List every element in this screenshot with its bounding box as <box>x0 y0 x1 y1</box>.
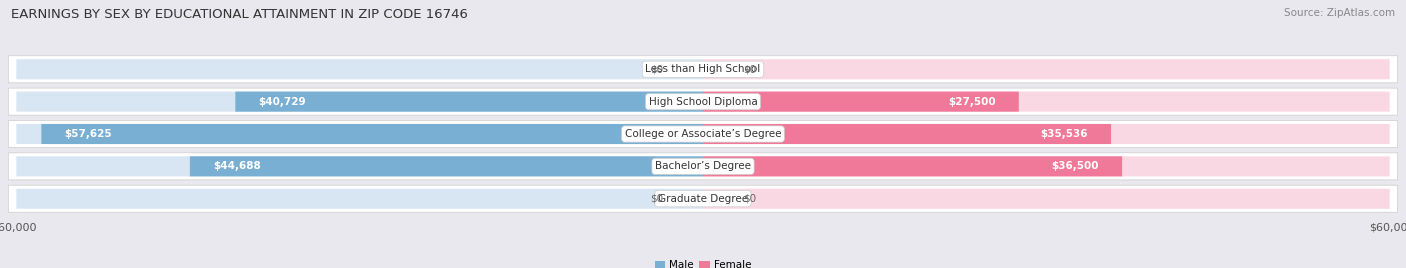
FancyBboxPatch shape <box>17 124 703 144</box>
FancyBboxPatch shape <box>703 189 1389 209</box>
FancyBboxPatch shape <box>703 124 1389 144</box>
FancyBboxPatch shape <box>17 189 703 209</box>
FancyBboxPatch shape <box>703 124 1111 144</box>
FancyBboxPatch shape <box>8 185 1398 212</box>
Text: College or Associate’s Degree: College or Associate’s Degree <box>624 129 782 139</box>
Text: High School Diploma: High School Diploma <box>648 97 758 107</box>
Text: $35,536: $35,536 <box>1040 129 1088 139</box>
FancyBboxPatch shape <box>8 153 1398 180</box>
FancyBboxPatch shape <box>703 59 1389 79</box>
FancyBboxPatch shape <box>703 92 1019 112</box>
FancyBboxPatch shape <box>703 92 1389 112</box>
FancyBboxPatch shape <box>703 156 1122 176</box>
Text: $0: $0 <box>744 64 756 74</box>
FancyBboxPatch shape <box>8 56 1398 83</box>
Text: $44,688: $44,688 <box>212 161 260 171</box>
FancyBboxPatch shape <box>703 156 1389 176</box>
FancyBboxPatch shape <box>190 156 703 176</box>
Text: $27,500: $27,500 <box>948 97 995 107</box>
FancyBboxPatch shape <box>41 124 703 144</box>
Text: Graduate Degree: Graduate Degree <box>658 194 748 204</box>
Text: $36,500: $36,500 <box>1052 161 1099 171</box>
FancyBboxPatch shape <box>235 92 703 112</box>
Text: $40,729: $40,729 <box>259 97 307 107</box>
Text: $0: $0 <box>650 64 662 74</box>
FancyBboxPatch shape <box>17 59 703 79</box>
Text: EARNINGS BY SEX BY EDUCATIONAL ATTAINMENT IN ZIP CODE 16746: EARNINGS BY SEX BY EDUCATIONAL ATTAINMEN… <box>11 8 468 21</box>
Legend: Male, Female: Male, Female <box>651 256 755 268</box>
FancyBboxPatch shape <box>8 88 1398 115</box>
Text: Less than High School: Less than High School <box>645 64 761 74</box>
Text: Source: ZipAtlas.com: Source: ZipAtlas.com <box>1284 8 1395 18</box>
FancyBboxPatch shape <box>17 156 703 176</box>
Text: Bachelor’s Degree: Bachelor’s Degree <box>655 161 751 171</box>
Text: $57,625: $57,625 <box>65 129 112 139</box>
FancyBboxPatch shape <box>17 92 703 112</box>
Text: $0: $0 <box>650 194 662 204</box>
FancyBboxPatch shape <box>8 121 1398 147</box>
Text: $0: $0 <box>744 194 756 204</box>
